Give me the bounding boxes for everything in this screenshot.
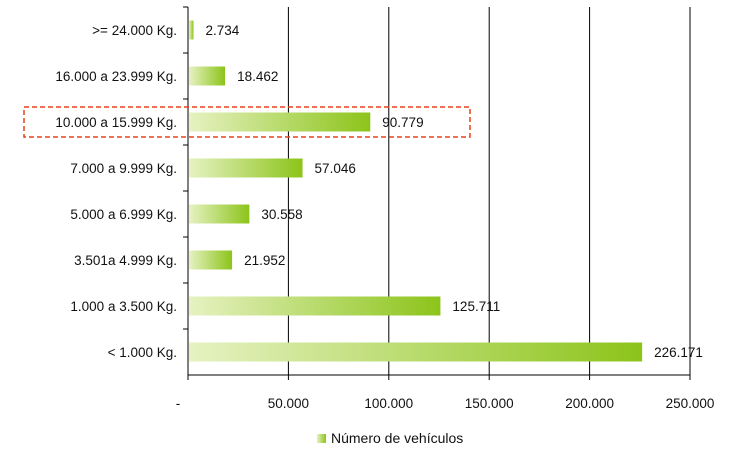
bar (189, 66, 226, 86)
category-label: 5.000 a 6.999 Kg. (70, 207, 177, 222)
x-tick-label: 100.000 (364, 396, 413, 411)
x-tick-label: 150.000 (465, 396, 514, 411)
bar (189, 20, 194, 40)
category-label: >= 24.000 Kg. (92, 23, 177, 38)
x-tick-label: 200.000 (565, 396, 614, 411)
category-label: 10.000 a 15.999 Kg. (55, 115, 177, 130)
data-label: 30.558 (261, 207, 302, 222)
legend: Número de vehículos (317, 430, 463, 446)
highlight-box (23, 106, 471, 138)
data-label: 57.046 (315, 161, 356, 176)
bar (189, 112, 371, 132)
x-tick-label: 250.000 (666, 396, 715, 411)
category-label: 3.501a 4.999 Kg. (74, 253, 177, 268)
x-tick-label: 50.000 (268, 396, 309, 411)
bar (189, 250, 233, 270)
data-label: 21.952 (244, 253, 285, 268)
bars (189, 20, 643, 362)
bar (189, 296, 441, 316)
bar (189, 204, 250, 224)
data-label: 226.171 (654, 345, 703, 360)
data-labels: 2.734 18.462 90.779 57.046 30.558 21.952 125.7… (205, 23, 702, 360)
bar (189, 342, 643, 362)
x-tick-label: - (176, 396, 181, 411)
grid-lines (287, 7, 691, 375)
legend-swatch (317, 434, 326, 443)
category-labels: >= 24.000 Kg. 16.000 a 23.999 Kg. 10.000 a… (55, 23, 177, 360)
category-label: < 1.000 Kg. (108, 345, 177, 360)
legend-label: Número de vehículos (331, 430, 463, 446)
category-label: 16.000 a 23.999 Kg. (55, 69, 177, 84)
data-label: 125.711 (452, 299, 500, 314)
data-label: 2.734 (205, 23, 239, 38)
axes (183, 6, 691, 380)
category-label: 7.000 a 9.999 Kg. (70, 161, 177, 176)
category-label: 1.000 a 3.500 Kg. (70, 299, 177, 314)
data-label: 18.462 (237, 69, 278, 84)
bar (189, 158, 303, 178)
x-tick-labels: - 50.000 100.000 150.000 200.000 250.000 (176, 396, 715, 411)
data-label: 90.779 (382, 115, 423, 130)
